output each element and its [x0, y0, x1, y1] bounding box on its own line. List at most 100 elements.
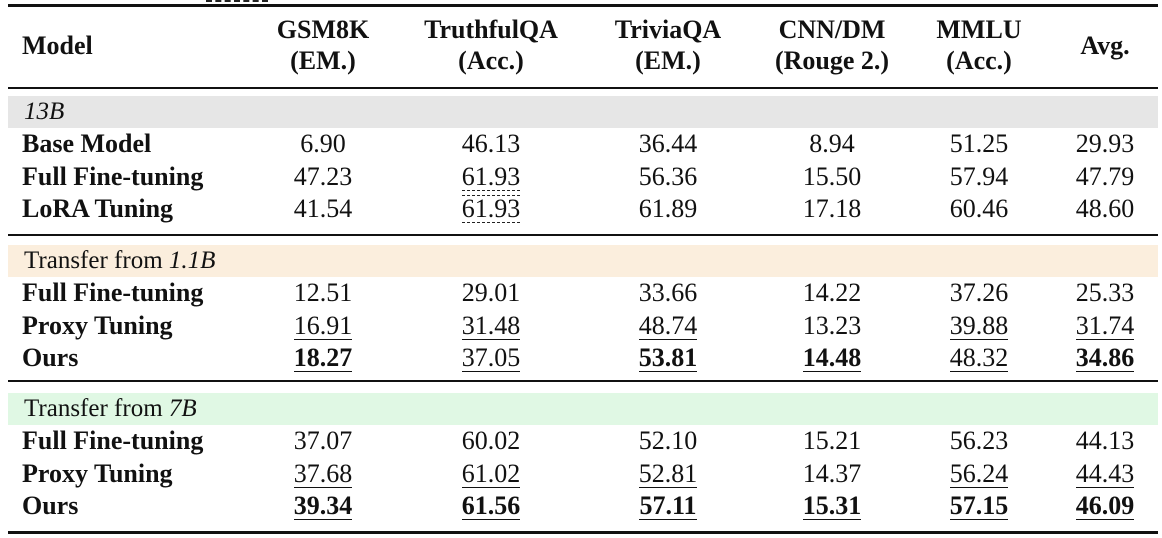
table-cell: 60.46	[919, 193, 1039, 225]
model-name: Ours	[22, 491, 79, 520]
section-label: Transfer from 1.1B	[24, 247, 215, 275]
section-label-size: 13B	[24, 98, 65, 125]
table-cell: 18.27	[263, 342, 383, 374]
header-line2: (EM.)	[635, 46, 701, 75]
column-header: Model	[22, 30, 93, 61]
section-rule	[8, 380, 1158, 382]
header-line2: (Acc.)	[946, 46, 1012, 75]
table-cell: 47.79	[1045, 161, 1162, 193]
table-cell: 34.86	[1045, 342, 1162, 374]
model-name: LoRA Tuning	[22, 194, 174, 223]
cell-value: 15.31	[802, 491, 862, 520]
bottom-rule	[8, 531, 1158, 534]
table-cell: 13.23	[772, 310, 892, 342]
column-header: CNN/DM (Rouge 2.)	[742, 14, 922, 76]
cell-value: 52.10	[638, 426, 698, 455]
cell-value: 12.51	[293, 278, 353, 307]
cell-value: 34.86	[1075, 343, 1135, 372]
cell-value: 47.79	[1075, 161, 1135, 191]
table-cell: 46.13	[431, 128, 551, 160]
cell-value: 29.01	[461, 278, 521, 307]
cell-value: 15.50	[802, 161, 862, 191]
model-name: Full Fine-tuning	[22, 278, 204, 307]
table-cell: 56.23	[919, 425, 1039, 457]
table-row: LoRA Tuning 41.54 61.93 61.89 17.18 60.46 48.6…	[0, 193, 1162, 225]
cell-value: 44.13	[1075, 426, 1135, 455]
header-line2: (Acc.)	[458, 46, 524, 75]
header-line1: Avg.	[1080, 31, 1130, 60]
cell-value: 61.93	[461, 161, 521, 191]
table-cell: 37.07	[263, 425, 383, 457]
cell-value: 25.33	[1075, 278, 1135, 307]
table-cell: 37.68	[263, 458, 383, 490]
cell-value: 39.88	[949, 310, 1009, 340]
table-cell: 57.94	[919, 161, 1039, 193]
cell-value: 48.74	[638, 310, 698, 340]
top-rule	[8, 4, 1158, 7]
table-cell: 44.13	[1045, 425, 1162, 457]
model-name: Base Model	[22, 129, 152, 158]
cell-value: 60.46	[949, 194, 1009, 223]
table-cell: 60.02	[431, 425, 551, 457]
cell-value: 61.89	[638, 194, 698, 223]
cell-value: 15.21	[802, 426, 862, 455]
table-cell: 31.48	[431, 310, 551, 342]
cell-value: 56.24	[949, 458, 1009, 488]
cell-value: 39.34	[293, 491, 353, 520]
table-cell: 47.23	[263, 161, 383, 193]
cell-value: 44.43	[1075, 458, 1135, 488]
model-name: Full Fine-tuning	[22, 426, 204, 455]
table-cell: 14.22	[772, 277, 892, 309]
cell-value: 14.37	[802, 458, 862, 488]
table-cell: 61.89	[608, 193, 728, 225]
table-cell: 25.33	[1045, 277, 1162, 309]
section-rule	[8, 234, 1158, 236]
table-row: Ours 18.27 37.05 53.81 14.48 48.32 34.86	[0, 342, 1162, 374]
table-cell: 41.54	[263, 193, 383, 225]
cell-value: 61.56	[461, 491, 521, 520]
section-header: Transfer from 7B	[8, 393, 1158, 425]
cell-value: 36.44	[638, 129, 698, 158]
header-line2: (Rouge 2.)	[774, 46, 890, 75]
table-cell: 46.09	[1045, 490, 1162, 522]
cell-value: 37.26	[949, 278, 1009, 307]
header-line1: Model	[22, 31, 93, 60]
cell-value: 31.74	[1075, 310, 1135, 340]
column-header: Avg.	[1015, 30, 1162, 61]
table-cell: 31.74	[1045, 310, 1162, 342]
column-header: GSM8K (EM.)	[233, 14, 413, 76]
table-row: Full Fine-tuning 37.07 60.02 52.10 15.21 56.2…	[0, 425, 1162, 457]
table-cell: 14.37	[772, 458, 892, 490]
header-rule	[8, 87, 1158, 89]
section-header: Transfer from 1.1B	[8, 245, 1158, 277]
table-cell: 52.81	[608, 458, 728, 490]
model-name: Proxy Tuning	[22, 458, 173, 488]
table-cell: 16.91	[263, 310, 383, 342]
table-cell: 57.15	[919, 490, 1039, 522]
column-header: TriviaQA (EM.)	[578, 14, 758, 76]
table-row: Full Fine-tuning 12.51 29.01 33.66 14.22 37.2…	[0, 277, 1162, 309]
section-label-size: 7B	[168, 395, 197, 422]
cell-value: 46.09	[1075, 491, 1135, 520]
cell-value: 51.25	[949, 129, 1009, 158]
cell-value: 46.13	[461, 129, 521, 158]
table-cell: 12.51	[263, 277, 383, 309]
table-row: Proxy Tuning 37.68 61.02 52.81 14.37 56.24 44.…	[0, 458, 1162, 490]
cell-value: 53.81	[638, 343, 698, 372]
cell-value: 37.07	[293, 426, 353, 455]
table-cell: 39.34	[263, 490, 383, 522]
table-cell: 51.25	[919, 128, 1039, 160]
header-line1: CNN/DM	[778, 15, 886, 44]
cell-value: 33.66	[638, 278, 698, 307]
header-line1: TruthfulQA	[424, 15, 558, 44]
cell-value: 29.93	[1075, 129, 1135, 158]
table-cell: 14.48	[772, 342, 892, 374]
cell-value: 8.94	[809, 129, 855, 158]
table-cell: 61.56	[431, 490, 551, 522]
header-line1: GSM8K	[276, 15, 370, 44]
column-header: TruthfulQA (Acc.)	[401, 14, 581, 76]
table-row: Base Model 6.90 46.13 36.44 8.94 51.25 29.93	[0, 128, 1162, 160]
cell-value: 61.93	[461, 194, 521, 223]
model-name: Proxy Tuning	[22, 310, 173, 340]
cell-value: 57.15	[949, 491, 1009, 520]
